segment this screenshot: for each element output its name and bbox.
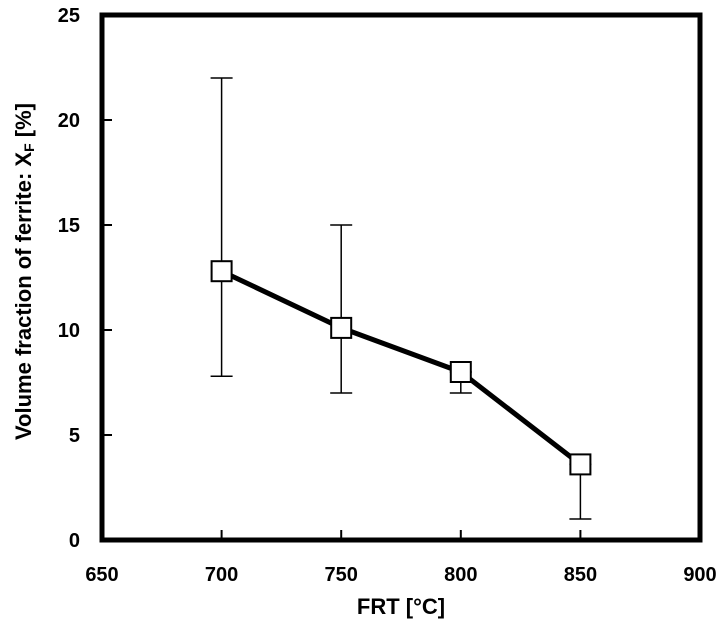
plot-frame <box>99 12 703 543</box>
x-tick-label: 750 <box>325 564 358 586</box>
error-bars <box>210 77 592 520</box>
y-tick-label: 0 <box>69 530 80 552</box>
series-line-layer <box>220 268 582 467</box>
x-tick-label: 650 <box>85 564 118 586</box>
y-tick-label: 25 <box>58 5 80 27</box>
y-tick-label: 5 <box>69 425 80 447</box>
data-point-marker <box>210 260 233 283</box>
x-tick-label: 900 <box>683 564 716 586</box>
y-axis-title: Volume fraction of ferrite: XF [%] <box>11 103 37 440</box>
x-axis-title: FRT [°C] <box>357 594 445 619</box>
y-tick-label: 15 <box>58 215 80 237</box>
series-line <box>220 268 582 467</box>
x-tick-label: 700 <box>205 564 238 586</box>
markers-layer <box>210 260 592 476</box>
x-tick-label: 800 <box>444 564 477 586</box>
y-axis-title-main: Volume fraction of ferrite: X <box>11 152 36 440</box>
ticks-layer: 650 700 750 800 850 900 0 5 10 15 20 25 <box>58 5 717 586</box>
x-tick-label: 850 <box>564 564 597 586</box>
y-axis-title-subscript: F <box>21 143 37 152</box>
y-axis-title-suffix: [%] <box>11 103 36 143</box>
y-tick-label: 10 <box>58 320 80 342</box>
data-point-marker <box>569 453 592 476</box>
y-tick-label: 20 <box>58 110 80 132</box>
data-point-marker <box>449 361 472 383</box>
data-point-marker <box>330 316 353 339</box>
